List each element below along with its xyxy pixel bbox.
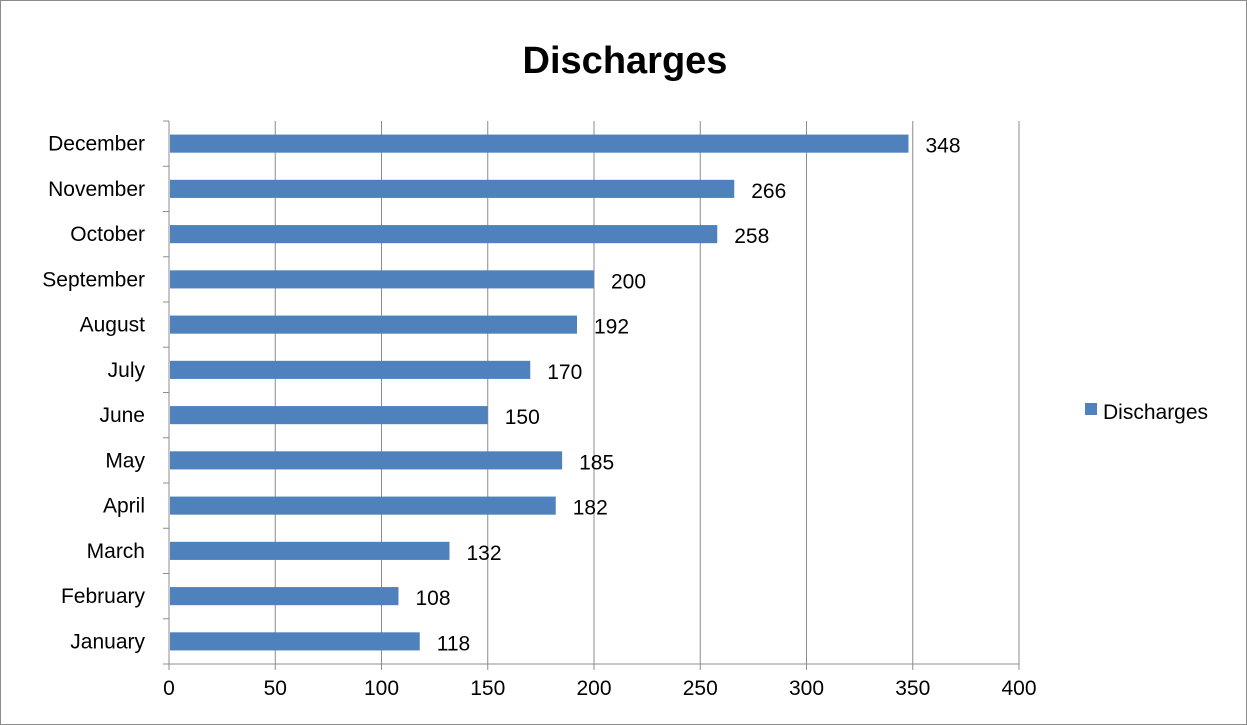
x-tick-label: 200 — [576, 677, 611, 700]
bars — [170, 134, 909, 651]
bar-may — [170, 451, 563, 470]
category-label: October — [70, 223, 145, 246]
data-label: 108 — [416, 587, 451, 610]
x-tick-label: 400 — [1001, 677, 1036, 700]
data-label: 182 — [573, 497, 608, 520]
bar-january — [170, 632, 420, 651]
category-label: January — [70, 630, 145, 653]
data-label: 132 — [467, 542, 502, 565]
category-label: April — [103, 495, 145, 518]
data-labels: 118 108 132 182 185 150 170 192 200 258 266 348 — [416, 135, 961, 656]
data-label: 170 — [547, 361, 582, 384]
category-label: December — [48, 133, 145, 156]
data-label: 150 — [505, 406, 540, 429]
bar-april — [170, 496, 556, 515]
axes: 0 50 100 150 200 250 300 350 400 January February M… — [42, 120, 1037, 700]
bar-february — [170, 587, 399, 606]
bar-november — [170, 179, 735, 198]
category-label: May — [105, 449, 145, 472]
category-label: November — [48, 178, 145, 201]
bar-july — [170, 360, 531, 379]
bar-june — [170, 406, 488, 425]
x-tick-label: 250 — [683, 677, 718, 700]
x-tick-label: 150 — [470, 677, 505, 700]
x-tick-label: 300 — [789, 677, 824, 700]
category-label: August — [80, 314, 146, 337]
x-tick-label: 50 — [264, 677, 287, 700]
data-label: 118 — [437, 632, 470, 655]
category-label: July — [108, 359, 146, 382]
data-label: 185 — [579, 451, 614, 474]
data-label: 258 — [734, 225, 769, 248]
gridlines — [274, 121, 1020, 664]
bar-march — [170, 541, 450, 560]
category-label: February — [61, 585, 146, 608]
legend: Discharges — [1085, 401, 1208, 424]
bar-december — [170, 134, 909, 153]
category-label: June — [99, 404, 145, 427]
legend-swatch — [1085, 403, 1097, 415]
category-label: March — [87, 540, 145, 563]
x-tick-label: 0 — [163, 677, 175, 700]
legend-label: Discharges — [1103, 401, 1208, 424]
data-label: 348 — [926, 135, 961, 158]
chart-title: Discharges — [523, 40, 728, 82]
x-tick-label: 100 — [364, 677, 399, 700]
bar-august — [170, 315, 577, 334]
x-tick-label: 350 — [895, 677, 930, 700]
category-label: September — [42, 268, 145, 291]
bar-october — [170, 225, 718, 244]
data-label: 192 — [594, 316, 629, 339]
bar-september — [170, 270, 594, 289]
data-label: 266 — [751, 180, 786, 203]
data-label: 200 — [611, 270, 646, 293]
